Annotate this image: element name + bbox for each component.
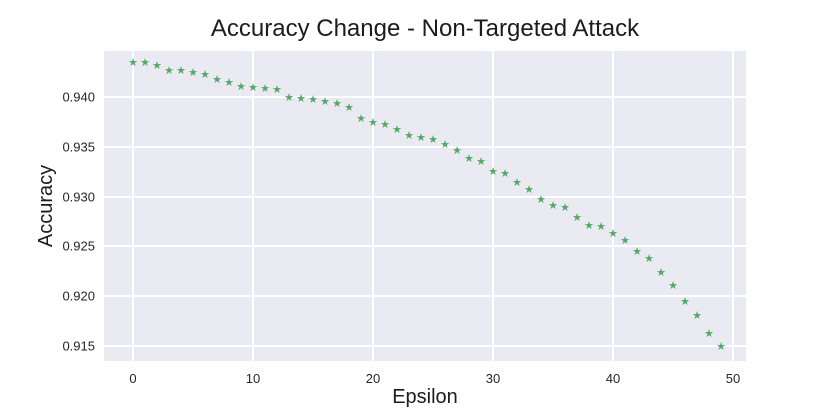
x-axis-label: Epsilon [392, 386, 458, 408]
data-point-marker: ★ [152, 59, 162, 72]
data-point-marker: ★ [404, 129, 414, 142]
data-point-marker: ★ [596, 221, 606, 234]
data-point-marker: ★ [440, 138, 450, 151]
x-tick-label: 30 [485, 371, 501, 386]
grid-line-vertical [252, 51, 255, 361]
grid-line-vertical [132, 51, 135, 361]
data-point-marker: ★ [548, 200, 558, 213]
data-point-marker: ★ [572, 212, 582, 225]
data-point-marker: ★ [344, 101, 354, 114]
data-point-marker: ★ [524, 183, 534, 196]
data-point-marker: ★ [416, 131, 426, 144]
data-point-marker: ★ [428, 133, 438, 146]
x-tick-label: 50 [725, 371, 741, 386]
data-point-marker: ★ [584, 220, 594, 233]
data-point-marker: ★ [200, 68, 210, 81]
grid-line-horizontal [104, 195, 746, 198]
x-tick-label: 10 [245, 371, 261, 386]
y-tick-label: 0.930 [62, 189, 95, 205]
x-tick-label: 20 [365, 371, 381, 386]
x-tick-label: 0 [129, 371, 137, 386]
chart-title: Accuracy Change - Non-Targeted Attack [210, 15, 640, 42]
y-tick-label: 0.915 [62, 338, 95, 354]
y-tick-label: 0.925 [62, 238, 95, 254]
data-point-marker: ★ [692, 310, 702, 323]
data-point-marker: ★ [236, 80, 246, 93]
data-point-marker: ★ [632, 246, 642, 259]
data-point-marker: ★ [512, 176, 522, 189]
grid-line-vertical [492, 51, 495, 361]
data-point-marker: ★ [536, 193, 546, 206]
data-point-marker: ★ [128, 57, 138, 70]
data-point-marker: ★ [308, 93, 318, 106]
y-tick-label: 0.940 [62, 89, 95, 105]
data-point-marker: ★ [188, 66, 198, 79]
grid-line-vertical [732, 51, 735, 361]
data-point-marker: ★ [212, 73, 222, 86]
grid-line-horizontal [104, 245, 746, 248]
data-point-marker: ★ [392, 123, 402, 136]
data-point-marker: ★ [272, 83, 282, 96]
grid-line-horizontal [104, 345, 746, 348]
plot-area: ★ ★ ★ ★ ★ ★ ★ ★ ★ ★ ★ ★ ★ ★ ★ ★ ★ ★ ★ ★ ★ ★ ★ ★ ★ ★ ★ ★ ★ ★ ★ ★ ★ ★ ★ ★ ★ ★ ★ ★… [104, 51, 746, 361]
data-point-marker: ★ [164, 64, 174, 77]
data-point-marker: ★ [656, 267, 666, 280]
data-point-marker: ★ [668, 280, 678, 293]
data-point-marker: ★ [248, 81, 258, 94]
x-tick-label: 40 [605, 371, 621, 386]
data-point-marker: ★ [356, 112, 366, 125]
data-point-marker: ★ [140, 57, 150, 70]
data-point-marker: ★ [716, 341, 726, 354]
data-point-marker: ★ [704, 328, 714, 341]
data-point-marker: ★ [380, 118, 390, 131]
data-point-marker: ★ [368, 116, 378, 129]
data-point-marker: ★ [260, 82, 270, 95]
data-point-marker: ★ [608, 228, 618, 241]
data-point-marker: ★ [644, 253, 654, 266]
y-tick-label: 0.935 [62, 139, 95, 155]
grid-line-horizontal [104, 295, 746, 298]
grid-line-vertical [612, 51, 615, 361]
data-point-marker: ★ [452, 144, 462, 157]
data-point-marker: ★ [176, 64, 186, 77]
data-point-marker: ★ [560, 202, 570, 215]
data-point-marker: ★ [224, 76, 234, 89]
data-point-marker: ★ [500, 167, 510, 180]
grid-line-vertical [372, 51, 375, 361]
data-point-marker: ★ [332, 97, 342, 110]
data-point-marker: ★ [476, 155, 486, 168]
data-point-marker: ★ [284, 91, 294, 104]
grid-line-horizontal [104, 95, 746, 98]
data-point-marker: ★ [680, 296, 690, 309]
y-axis-label: Accuracy [35, 164, 57, 248]
grid-line-horizontal [104, 145, 746, 148]
data-point-marker: ★ [620, 235, 630, 248]
data-point-marker: ★ [488, 165, 498, 178]
data-point-marker: ★ [464, 152, 474, 165]
data-point-marker: ★ [320, 95, 330, 108]
data-point-marker: ★ [296, 92, 306, 105]
y-tick-label: 0.920 [62, 288, 95, 304]
